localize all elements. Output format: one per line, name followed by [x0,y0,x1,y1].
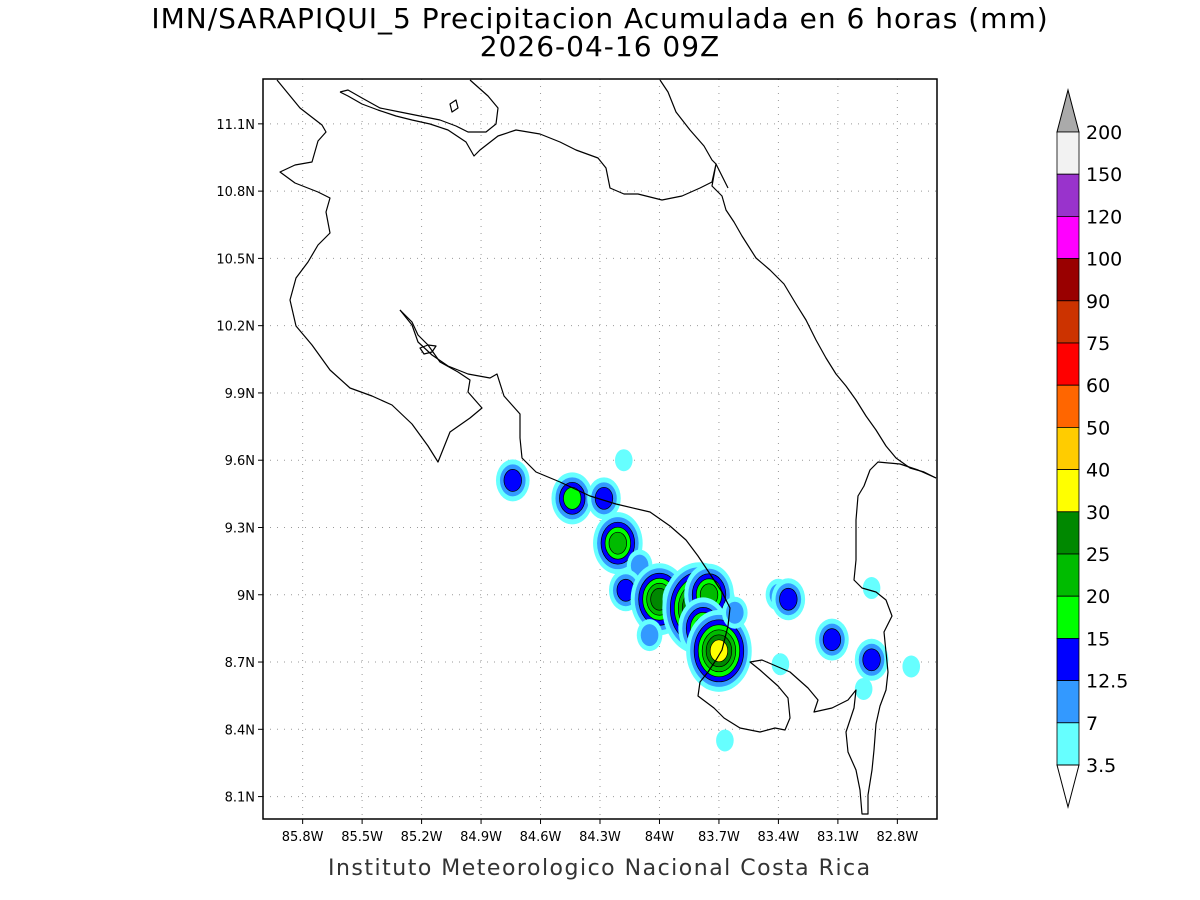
lon-tick-label: 84.9W [460,830,502,845]
colorbar-swatch [1056,553,1080,597]
colorbar-swatch [1056,258,1080,302]
colorbar-swatch [1056,511,1080,555]
colorbar-swatch [1056,384,1080,428]
precip-contour [608,531,627,555]
colorbar-label: 12.5 [1086,671,1128,693]
precip-cell [495,459,530,502]
colorbar-swatch [1056,300,1080,344]
lat-tick-label: 11.1N [216,118,255,133]
colorbar-swatch [1056,722,1080,766]
colorbar-label: 15 [1086,628,1110,650]
precip-contour [726,601,744,624]
lat-tick-label: 8.7N [225,656,255,671]
precip-contour [822,628,842,651]
precip-contour [862,648,881,672]
precip-contour [594,486,614,510]
lon-tick-label: 83.1W [817,830,859,845]
precip-cell [854,638,889,681]
axis-labels: 85.8W 85.5W 85.2W 84.9W 84.6W 84.3W 84W 83.7W 83… [216,118,918,845]
colorbar-label: 60 [1086,375,1110,397]
precip-cell [636,619,663,652]
colorbar-swatch [1056,131,1080,175]
lat-tick-label: 10.2N [216,320,255,335]
colorbar-label: 20 [1086,586,1110,608]
colorbar: 200 150 120 100 90 75 60 50 40 30 25 20 15 12.5 7 3.5 [1056,88,1128,809]
colorbar-swatch [1056,680,1080,724]
lat-tick-label: 10.5N [216,252,255,267]
lat-tick-label: 9.9N [225,387,255,402]
precip-cell [771,653,790,676]
precip-contour [640,624,659,647]
colorbar-label: 30 [1086,502,1110,524]
precip-cell [551,472,594,525]
lon-tick-label: 85.8W [282,830,324,845]
lat-tick-label: 10.8N [216,185,255,200]
precip-contour [503,469,522,492]
colorbar-swatch [1056,173,1080,217]
map-title: IMN/SARAPIQUI_5 Precipitacion Acumulada … [151,2,1049,35]
map-frame [262,78,938,820]
precip-contour [771,653,790,676]
precip-cell [608,569,643,612]
colorbar-label: 7 [1086,713,1098,735]
lon-tick-label: 82.8W [876,830,918,845]
colorbar-label: 120 [1086,206,1122,228]
lat-tick-label: 8.4N [225,723,255,738]
lon-tick-label: 84W [645,830,675,845]
precip-contour [779,587,798,611]
colorbar-label: 75 [1086,333,1110,355]
colorbar-over-triangle [1056,88,1080,133]
lon-tick-label: 84.3W [579,830,621,845]
precip-cell [614,449,633,472]
colorbar-label: 200 [1086,122,1122,144]
colorbar-swatch [1056,469,1080,513]
colorbar-swatch [1056,215,1080,259]
precip-contour [902,655,921,678]
precip-cell [815,618,849,661]
precip-contour [854,677,873,700]
lat-tick-label: 9N [237,589,255,604]
precip-cell [587,477,621,520]
precip-cell [854,677,873,700]
credit-text: Instituto Meteorologico Nacional Costa R… [328,856,872,881]
coastline [276,79,937,815]
colorbar-swatch [1056,595,1080,639]
map-grid [263,79,937,819]
colorbar-label: 150 [1086,164,1122,186]
colorbar-under-triangle [1056,764,1080,809]
colorbar-label: 90 [1086,291,1110,313]
map-valid-time: 2026-04-16 09Z [479,30,721,63]
precip-contour [709,639,729,663]
lon-tick-label: 85.5W [341,830,383,845]
precip-cell [902,655,921,678]
precip-contour [614,449,633,472]
precipitation-field [495,449,921,752]
colorbar-swatch [1056,638,1080,682]
colorbar-label: 3.5 [1086,755,1116,777]
precip-cell [771,578,806,621]
lon-tick-label: 84.6W [520,830,562,845]
colorbar-label: 25 [1086,544,1110,566]
lon-tick-label: 85.2W [401,830,443,845]
lon-tick-label: 83.7W [698,830,740,845]
precip-cell [862,577,881,600]
lat-tick-label: 8.1N [225,791,255,806]
lat-tick-label: 9.3N [225,521,255,536]
precip-contour [862,577,881,600]
colorbar-label: 100 [1086,249,1122,271]
colorbar-label: 40 [1086,460,1110,482]
precip-cell [722,596,748,629]
colorbar-label: 50 [1086,417,1110,439]
precip-cell [716,729,734,752]
colorbar-swatch [1056,426,1080,470]
lon-tick-label: 83.4W [758,830,800,845]
colorbar-swatch [1056,342,1080,386]
precip-contour [716,729,734,752]
lat-tick-label: 9.6N [225,454,255,469]
